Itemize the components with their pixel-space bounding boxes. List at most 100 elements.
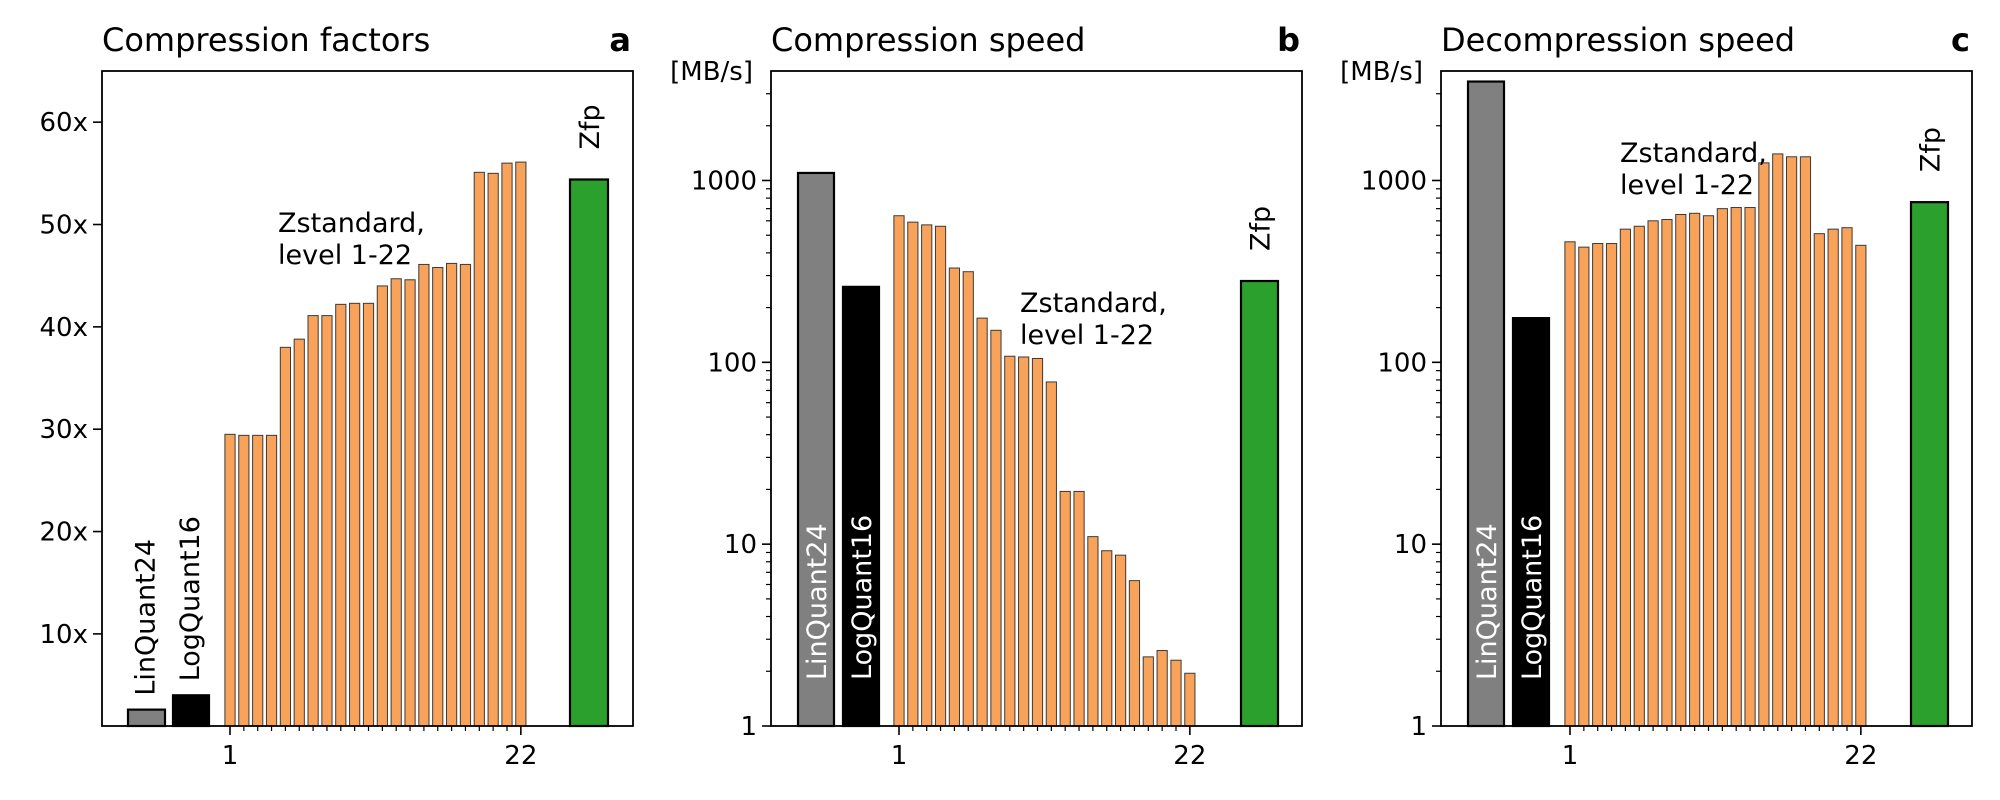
bar-logquant16 bbox=[841, 285, 881, 728]
y-tick-label: 1000 bbox=[1361, 166, 1427, 196]
bar-linquant24 bbox=[796, 171, 836, 728]
x-tick-label: 22 bbox=[504, 741, 537, 771]
panel-letter: c bbox=[1951, 21, 1970, 59]
bar-zstandard-level-12 bbox=[1716, 208, 1728, 727]
x-tick-label: 22 bbox=[1173, 741, 1206, 771]
bar-zstandard-level-20 bbox=[1156, 650, 1168, 727]
bar-zstandard-level-18 bbox=[459, 263, 472, 727]
bar-zstandard-level-10 bbox=[1018, 356, 1030, 727]
bar-linquant24 bbox=[126, 708, 167, 728]
bar-zstandard-level-9 bbox=[1675, 213, 1687, 727]
bar-zstandard-level-4 bbox=[934, 225, 947, 727]
y-tick-label: 50x bbox=[40, 211, 88, 241]
bar-zstandard-level-11 bbox=[1702, 215, 1715, 727]
bar-zstandard-level-3 bbox=[921, 224, 933, 727]
bar-zfp bbox=[1909, 201, 1950, 728]
y-tick-label: 1000 bbox=[691, 166, 757, 196]
y-tick-label: 100 bbox=[1377, 348, 1427, 378]
bar-zfp bbox=[568, 178, 610, 728]
bar-zstandard-level-1 bbox=[224, 433, 236, 727]
panel-compression-speed: Compression speed b [MB/s] 1 10 100 1000 1 22 Lin… bbox=[670, 21, 1303, 771]
axes-frame bbox=[101, 70, 634, 727]
annotation-zstandard-line1: Zstandard, bbox=[1020, 288, 1167, 319]
x-tick-label: 1 bbox=[891, 741, 908, 771]
label-zfp: Zfp bbox=[1246, 206, 1277, 251]
bar-zstandard-level-12 bbox=[1045, 381, 1057, 727]
label-logquant16: LogQuant16 bbox=[1517, 515, 1548, 680]
bar-zstandard-level-20 bbox=[487, 172, 499, 727]
bar-zstandard-level-5 bbox=[279, 346, 291, 727]
y-tick-label: 30x bbox=[40, 415, 88, 445]
annotation-zstandard-line2: level 1-22 bbox=[1620, 170, 1754, 201]
bar-zstandard-level-11 bbox=[1031, 357, 1044, 727]
bar-zstandard-level-21 bbox=[501, 162, 513, 727]
bar-zstandard-level-9 bbox=[1004, 355, 1016, 727]
panel-compression-factors: Compression factors a 10x 20x 30x 40x 50x 60x 1 2… bbox=[40, 21, 634, 771]
x-tick-label: 22 bbox=[1844, 741, 1877, 771]
bar-zstandard-level-22 bbox=[1184, 672, 1196, 727]
bar-zstandard-level-19 bbox=[1142, 656, 1154, 727]
panel-title: Compression factors bbox=[102, 21, 430, 59]
bar-zstandard-level-2 bbox=[238, 434, 250, 727]
bar-zstandard-level-17 bbox=[446, 262, 458, 727]
bar-zstandard-level-8 bbox=[1661, 219, 1673, 727]
bar-zstandard-level-3 bbox=[252, 434, 264, 727]
bar-zstandard-level-22 bbox=[1855, 244, 1867, 727]
bar-zstandard-level-16 bbox=[1101, 550, 1113, 727]
bar-linquant24 bbox=[1466, 80, 1506, 728]
bar-zfp bbox=[1239, 279, 1280, 728]
label-logquant16: LogQuant16 bbox=[175, 516, 206, 681]
bar-zstandard-level-15 bbox=[1087, 536, 1099, 727]
bar-zstandard-level-9 bbox=[335, 303, 347, 727]
bar-zstandard-level-11 bbox=[362, 302, 375, 727]
bar-zstandard-level-18 bbox=[1799, 156, 1812, 727]
panel-title: Compression speed bbox=[771, 21, 1085, 59]
annotation-zstandard-line1: Zstandard, bbox=[278, 208, 425, 239]
bar-zstandard-level-6 bbox=[1633, 225, 1645, 727]
y-tick-label: 1 bbox=[740, 712, 757, 742]
bar-zstandard-level-7 bbox=[307, 315, 319, 727]
bar-zstandard-level-10 bbox=[349, 302, 361, 727]
bar-zstandard-level-13 bbox=[1730, 207, 1742, 727]
label-linquant24: LinQuant24 bbox=[802, 523, 833, 680]
bar-zstandard-level-2 bbox=[907, 221, 919, 727]
bar-zstandard-level-21 bbox=[1170, 659, 1182, 727]
annotation-zstandard-line2: level 1-22 bbox=[278, 240, 412, 271]
bar-zstandard-level-8 bbox=[990, 329, 1002, 727]
bar-logquant16 bbox=[1511, 317, 1551, 728]
bar-zstandard-level-20 bbox=[1827, 228, 1839, 727]
bar-zstandard-level-4 bbox=[1605, 243, 1618, 727]
bar-zstandard-level-19 bbox=[473, 171, 485, 727]
bar-zstandard-level-5 bbox=[1619, 228, 1632, 727]
bar-zstandard-level-14 bbox=[404, 279, 416, 727]
bar-zstandard-level-13 bbox=[1059, 490, 1071, 727]
bar-zstandard-level-5 bbox=[948, 267, 960, 727]
bar-zstandard-level-6 bbox=[293, 338, 305, 727]
bar-zstandard-level-1 bbox=[1564, 241, 1576, 727]
y-tick-label: 1 bbox=[1410, 712, 1427, 742]
bar-logquant16 bbox=[171, 694, 211, 728]
bar-zstandard-level-18 bbox=[1128, 580, 1141, 727]
annotation-zstandard-line1: Zstandard, bbox=[1620, 138, 1767, 169]
bar-zstandard-level-15 bbox=[1758, 162, 1770, 727]
bar-zstandard-level-22 bbox=[515, 161, 527, 727]
bar-zstandard-level-16 bbox=[1772, 153, 1784, 727]
bar-zstandard-level-4 bbox=[265, 434, 278, 727]
bar-zstandard-level-12 bbox=[376, 285, 388, 727]
bar-zstandard-level-15 bbox=[418, 263, 430, 727]
bar-zstandard-level-7 bbox=[1647, 220, 1659, 727]
label-linquant24: LinQuant24 bbox=[131, 539, 162, 696]
bar-zstandard-level-13 bbox=[390, 278, 402, 727]
label-zfp: Zfp bbox=[1916, 127, 1947, 172]
y-tick-label: 40x bbox=[40, 313, 88, 343]
label-logquant16: LogQuant16 bbox=[847, 515, 878, 680]
y-tick-label: 100 bbox=[707, 348, 757, 378]
annotation-zstandard-line2: level 1-22 bbox=[1020, 320, 1154, 351]
y-axis-unit: [MB/s] bbox=[1340, 57, 1423, 87]
bar-zstandard-level-17 bbox=[1786, 156, 1798, 727]
bar-zstandard-level-21 bbox=[1841, 227, 1853, 727]
y-tick-label: 10 bbox=[1394, 530, 1427, 560]
panel-letter: b bbox=[1277, 21, 1300, 59]
bar-zstandard-level-8 bbox=[321, 315, 333, 727]
